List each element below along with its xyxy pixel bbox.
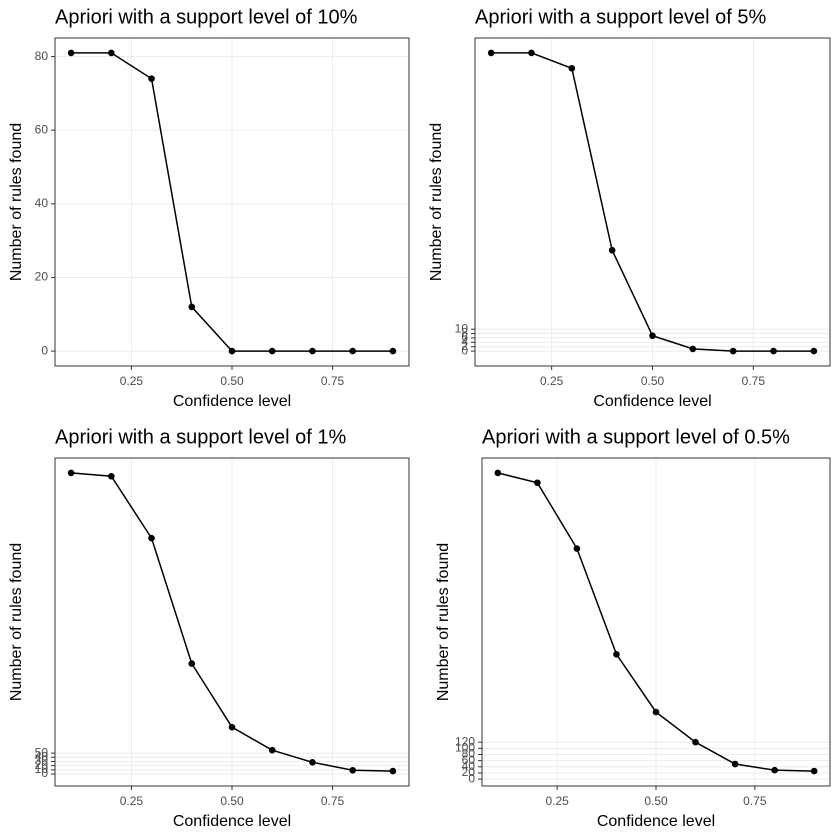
y-tick-label: 0 — [461, 343, 468, 357]
data-point — [148, 75, 155, 82]
panel-title: Apriori with a support level of 5% — [475, 6, 766, 28]
data-point — [689, 345, 697, 353]
data-point — [534, 479, 541, 487]
y-axis-title: Number of rules found — [8, 123, 25, 281]
y-tick-label: 2 — [461, 339, 468, 353]
data-point — [487, 49, 495, 57]
y-tick-label: 40 — [35, 749, 49, 763]
data-point — [309, 759, 316, 766]
panel-border — [54, 37, 410, 367]
x-axis-title: Confidence level — [597, 813, 715, 830]
y-tick-label: 120 — [455, 734, 475, 748]
data-point — [349, 347, 356, 355]
y-tick-label: 60 — [35, 122, 49, 136]
data-point — [67, 49, 75, 57]
x-tick-label: 0.50 — [644, 794, 668, 808]
data-point — [188, 303, 196, 311]
data-point — [731, 760, 739, 768]
data-point — [568, 64, 576, 72]
x-tick-label: 0.50 — [220, 794, 244, 808]
data-point — [770, 347, 777, 355]
y-axis-title: Number of rules found — [428, 123, 445, 281]
panel-border — [54, 457, 410, 787]
x-tick-label: 0.25 — [545, 794, 569, 808]
data-point — [389, 767, 397, 775]
y-tick-label: 0 — [41, 343, 48, 357]
y-tick-label: 6 — [461, 330, 468, 344]
data-point — [268, 347, 276, 355]
y-tick-label: 0 — [468, 771, 475, 785]
y-tick-label: 4 — [461, 334, 468, 348]
data-point — [729, 347, 737, 355]
data-point — [309, 347, 316, 355]
data-point — [810, 347, 818, 355]
y-tick-label: 10 — [35, 762, 49, 776]
data-point — [228, 723, 236, 731]
data-point — [108, 472, 115, 480]
data-point — [188, 660, 196, 667]
data-point — [573, 545, 581, 552]
y-tick-label: 40 — [462, 759, 476, 773]
panel-title: Apriori with a support level of 0.5% — [482, 426, 790, 448]
panel-title: Apriori with a support level of 10% — [55, 6, 358, 28]
y-tick-label: 100 — [455, 741, 475, 755]
x-tick-label: 0.50 — [220, 374, 244, 388]
x-tick-label: 0.25 — [120, 794, 144, 808]
y-axis-title: Number of rules found — [8, 543, 25, 701]
y-tick-label: 20 — [462, 765, 476, 779]
y-tick-label: 50 — [35, 745, 49, 759]
data-point — [349, 766, 356, 774]
data-point — [67, 469, 75, 477]
y-tick-label: 40 — [35, 196, 49, 210]
x-tick-label: 0.75 — [321, 374, 345, 388]
x-tick-label: 0.75 — [743, 794, 767, 808]
y-tick-label: 30 — [35, 754, 49, 768]
y-tick-label: 20 — [35, 270, 49, 284]
data-point — [649, 332, 656, 340]
data-point — [494, 469, 502, 477]
data-point — [810, 767, 818, 775]
y-tick-label: 8 — [461, 326, 468, 340]
y-tick-label: 20 — [35, 758, 49, 772]
data-point — [608, 246, 616, 254]
y-tick-label: 0 — [41, 766, 48, 780]
x-axis-title: Confidence level — [173, 813, 291, 830]
data-point — [613, 650, 620, 658]
y-tick-label: 60 — [462, 753, 476, 767]
panel-border — [474, 37, 831, 367]
data-point — [228, 347, 236, 355]
x-axis-title: Confidence level — [593, 393, 711, 410]
data-point — [692, 738, 699, 746]
data-point — [771, 766, 778, 774]
data-point — [148, 534, 155, 542]
x-tick-label: 0.75 — [742, 374, 766, 388]
y-tick-label: 10 — [455, 321, 469, 335]
x-tick-label: 0.25 — [120, 374, 144, 388]
y-tick-label: 80 — [462, 747, 476, 761]
data-point — [108, 49, 115, 57]
x-tick-label: 0.25 — [540, 374, 564, 388]
data-point — [652, 708, 660, 716]
y-axis-title: Number of rules found — [435, 543, 452, 701]
data-point — [268, 746, 276, 754]
x-tick-label: 0.50 — [641, 374, 665, 388]
data-point — [389, 347, 397, 355]
x-tick-label: 0.75 — [321, 794, 345, 808]
panel-title: Apriori with a support level of 1% — [55, 426, 346, 448]
y-tick-label: 80 — [35, 49, 49, 63]
x-axis-title: Confidence level — [173, 393, 291, 410]
panel-border — [481, 457, 831, 787]
data-point — [528, 49, 535, 57]
